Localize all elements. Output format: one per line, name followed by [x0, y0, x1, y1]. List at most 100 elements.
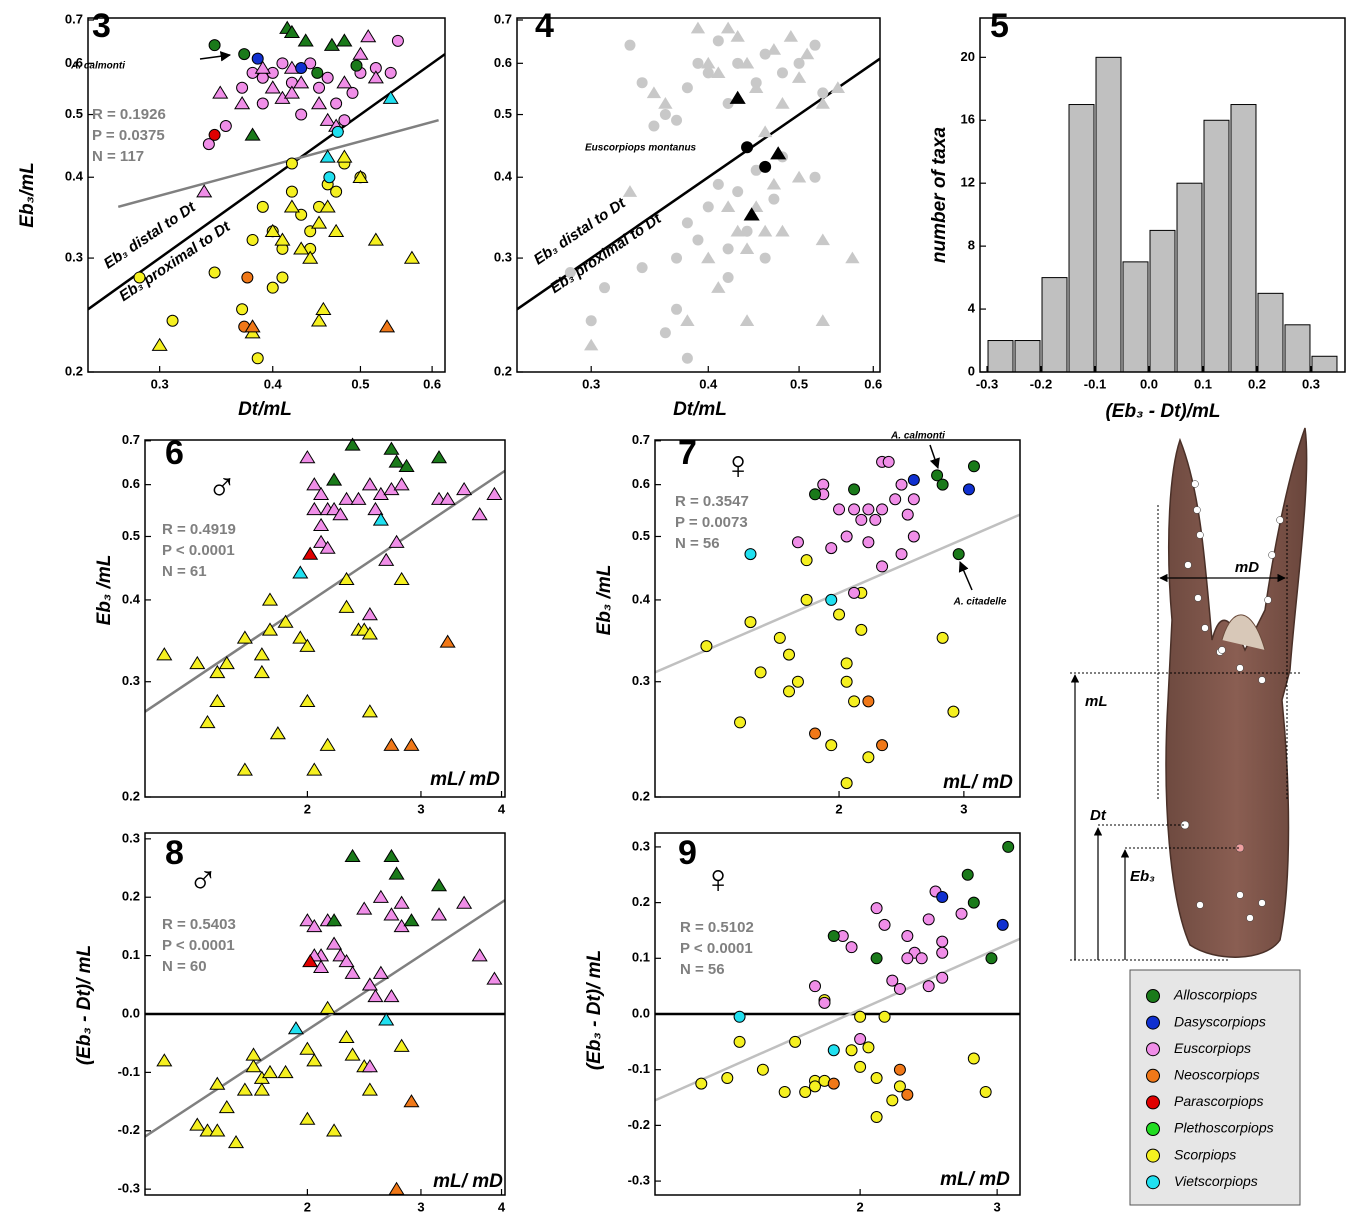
point [936, 946, 949, 959]
bar [1176, 182, 1203, 372]
point [393, 1038, 410, 1052]
point [261, 1064, 279, 1079]
point [202, 138, 215, 151]
point [845, 941, 858, 954]
point [870, 902, 883, 915]
point [773, 631, 786, 644]
point [456, 895, 473, 909]
stat-text: N = 56 [675, 535, 720, 552]
point [326, 1123, 343, 1137]
point [759, 48, 771, 60]
y-axis-label: Eb₃ /mL [94, 555, 115, 626]
point [398, 458, 415, 472]
point [692, 57, 704, 69]
point [1002, 840, 1015, 853]
y-tick-label: 0.2 [632, 788, 650, 803]
point [783, 685, 796, 698]
y-tick-label: 0.3 [122, 830, 140, 845]
point [306, 501, 323, 516]
point [208, 39, 221, 52]
point [815, 233, 830, 246]
point [862, 751, 875, 764]
y-tick-label: 0.7 [65, 11, 83, 26]
point [246, 233, 259, 246]
legend-label: Scorpiops [1174, 1146, 1236, 1162]
point [430, 878, 448, 892]
point [783, 30, 799, 42]
point [848, 695, 861, 708]
legend-swatch [1146, 1068, 1160, 1083]
point [319, 1000, 336, 1014]
legend-label: Euscorpiops [1174, 1040, 1251, 1056]
plot-frame [144, 439, 506, 798]
point [306, 477, 323, 491]
y-axis-label: (Eb₃ - Dt)/ mL [74, 945, 95, 1065]
stat-text: P = 0.0073 [675, 514, 748, 531]
point [379, 319, 396, 333]
legend-label: Alloscorpiops [1173, 987, 1257, 1003]
point [886, 974, 899, 987]
panel-number: 3 [92, 7, 111, 45]
annotation-arrow [929, 444, 940, 469]
point [922, 980, 935, 993]
point [759, 252, 771, 264]
x-tick-label: 3 [994, 1199, 1001, 1214]
stat-text: R = 0.5403 [162, 916, 236, 933]
point [388, 534, 405, 548]
stat-text: P < 0.0001 [162, 542, 235, 559]
point [759, 160, 772, 173]
panel-number: 7 [678, 434, 697, 472]
point [809, 488, 822, 501]
point [256, 97, 269, 110]
stat-text: P = 0.0375 [92, 127, 165, 144]
point [293, 75, 310, 89]
point [208, 128, 221, 141]
point [393, 895, 410, 909]
point [338, 491, 355, 505]
trichobothria [1180, 480, 1284, 922]
point [750, 164, 762, 176]
point [840, 777, 853, 790]
point [292, 565, 309, 579]
point [825, 542, 838, 555]
legend-swatch [1146, 1095, 1160, 1110]
point [808, 1080, 821, 1093]
plot-frame [516, 17, 881, 373]
point [209, 1076, 226, 1090]
x-axis-label: mL/ mD [430, 769, 500, 790]
point [893, 1080, 906, 1093]
line [517, 57, 880, 311]
pincer-label: mL [1085, 693, 1108, 710]
plot-area [145, 899, 505, 1138]
stat-text: N = 56 [680, 961, 725, 978]
point [690, 21, 706, 34]
point [367, 70, 384, 84]
point [799, 1085, 812, 1098]
y-tick-label: 0.2 [632, 894, 650, 909]
point [313, 486, 330, 500]
annotation-arrow [958, 561, 973, 591]
point [855, 513, 868, 526]
bar [1068, 104, 1095, 372]
point [251, 52, 264, 65]
point [266, 281, 279, 294]
x-tick-label: 2 [835, 801, 842, 816]
point [793, 57, 805, 69]
point [739, 56, 755, 69]
point [952, 548, 965, 561]
bar [1014, 340, 1041, 372]
point [882, 455, 895, 468]
x-tick-label: 0.4 [699, 376, 718, 391]
point [862, 536, 875, 549]
point [236, 1082, 253, 1096]
point [344, 848, 361, 863]
point [893, 982, 906, 995]
x-tick-label: 0.4 [264, 376, 283, 391]
point [356, 901, 373, 915]
point [331, 125, 344, 138]
point [680, 314, 695, 326]
point [876, 739, 889, 752]
annotation: Euscorpiops montanus [585, 143, 697, 154]
x-tick-label: 0.6 [864, 376, 882, 391]
point [234, 96, 251, 110]
